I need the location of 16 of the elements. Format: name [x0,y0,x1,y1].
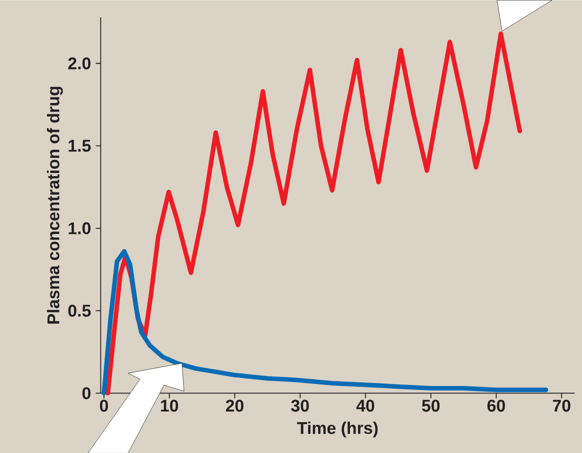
y-tick-label: 0 [82,387,90,400]
x-tick-label: 70 [552,400,570,412]
y-axis-title: Plasma concentration of drug [46,86,63,324]
y-tick-label: 1.5 [68,140,91,152]
x-tick-label: 60 [487,400,505,412]
y-tick-label: 0.5 [68,304,91,317]
x-axis-title: Time (hrs) [297,421,378,438]
x-tick-label: 0 [100,400,108,412]
x-tick-label: 20 [226,400,244,412]
x-tick-label: 50 [422,400,440,412]
x-tick-label: 30 [291,400,309,412]
y-tick-label: 2.0 [68,57,90,70]
x-tick-label: 10 [160,400,178,412]
x-tick-label: 40 [356,400,374,412]
line-series [106,31,522,396]
y-tick-label: 1.0 [68,222,90,234]
